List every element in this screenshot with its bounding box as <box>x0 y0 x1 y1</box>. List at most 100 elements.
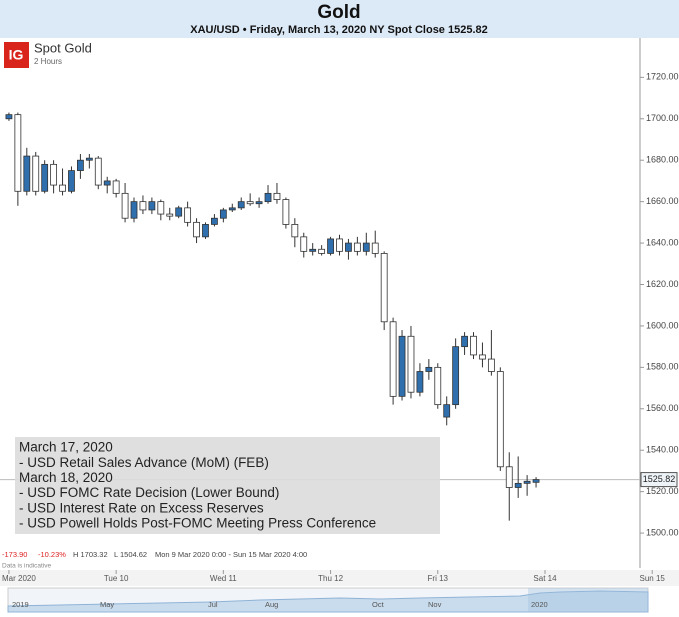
annotation-line: - USD FOMC Rate Decision (Lower Bound) <box>19 485 279 500</box>
candle-body <box>246 201 254 205</box>
navigator-label: Jul <box>208 600 218 609</box>
last-price-box <box>640 472 678 488</box>
candle-body <box>68 170 75 192</box>
y-tick-label: 1680.00 <box>646 155 679 165</box>
candle-body <box>32 155 40 192</box>
note: Data is indicative <box>2 563 52 570</box>
y-tick-label: 1520.00 <box>646 486 679 496</box>
candle-body <box>273 192 281 200</box>
candle-body <box>389 321 397 397</box>
candle-body <box>407 335 415 393</box>
candle-body <box>362 242 370 252</box>
candle-body <box>121 192 129 219</box>
y-tick-label: 1540.00 <box>646 445 679 455</box>
candle-body <box>193 221 200 238</box>
candle-body <box>14 114 22 192</box>
candle-body <box>353 242 361 252</box>
candle-body <box>479 354 486 360</box>
annotation-line: March 17, 2020 <box>19 440 113 455</box>
candle-body <box>228 207 236 211</box>
navigator-label: Oct <box>372 600 385 609</box>
x-tick-label: Fri 13 <box>428 574 449 583</box>
candle-body <box>380 253 388 323</box>
stat: Mon 9 Mar 2020 0:00 - Sun 15 Mar 2020 4:… <box>155 550 307 559</box>
candle-body <box>443 404 451 418</box>
candle-body <box>461 335 468 348</box>
x-tick-label: Sat 14 <box>533 574 557 583</box>
candle-body <box>103 180 111 186</box>
candle-body <box>211 217 218 225</box>
y-tick-label: 1660.00 <box>646 196 679 206</box>
candle-body <box>523 480 531 484</box>
logo-text: IG <box>9 47 24 63</box>
candle-body <box>318 248 326 254</box>
candle-body <box>94 157 102 186</box>
candle-body <box>291 224 299 238</box>
candle-body <box>434 366 442 406</box>
candle-body <box>425 366 433 372</box>
annotation-box <box>15 437 440 534</box>
candle-body <box>139 201 147 211</box>
y-tick-label: 1600.00 <box>646 320 679 330</box>
candle-body <box>219 209 227 219</box>
y-tick-label: 1720.00 <box>646 72 679 82</box>
navigator-label: May <box>100 600 114 609</box>
candle-body <box>514 482 522 488</box>
candle-body <box>202 224 209 238</box>
candle-body <box>157 201 165 215</box>
candle-body <box>166 213 174 217</box>
candle-body <box>59 184 66 192</box>
candle-body <box>255 201 263 205</box>
annotation-line: - USD Powell Holds Post-FOMC Meeting Pre… <box>19 516 376 531</box>
stat: L 1504.62 <box>114 550 147 559</box>
candle-body <box>371 242 379 254</box>
annotation-line: March 18, 2020 <box>19 470 113 485</box>
stat: -10.23% <box>38 550 66 559</box>
navigator-label: 2020 <box>531 600 548 609</box>
stat: -173.90 <box>2 550 27 559</box>
candle-body <box>112 180 120 194</box>
candle-body <box>496 371 504 468</box>
logo <box>4 42 29 68</box>
candle-body <box>470 335 477 356</box>
candle-body <box>175 207 183 217</box>
navigator-label: 2019 <box>12 600 29 609</box>
candle-body <box>282 199 290 225</box>
annotation-line: - USD Interest Rate on Excess Reserves <box>19 500 264 515</box>
y-tick-label: 1560.00 <box>646 403 679 413</box>
x-tick-label: Sun 15 <box>640 574 666 583</box>
candle-body <box>5 114 13 120</box>
x-tick-label: Thu 12 <box>318 574 343 583</box>
y-tick-label: 1500.00 <box>646 527 679 537</box>
candle-body <box>41 163 49 192</box>
page-title: Gold <box>317 2 360 23</box>
header-band <box>0 0 679 38</box>
y-tick-label: 1620.00 <box>646 279 679 289</box>
candle-body <box>327 238 334 254</box>
candle-body <box>505 466 513 488</box>
y-tick-label: 1580.00 <box>646 362 679 372</box>
stat: H 1703.32 <box>73 550 108 559</box>
candle-body <box>237 201 245 209</box>
candle-body <box>50 163 58 186</box>
chart-title: Spot Gold <box>34 40 92 55</box>
candle-body <box>23 155 31 192</box>
candle-body <box>336 238 343 252</box>
candle-body <box>398 335 406 397</box>
x-tick-label: Wed 11 <box>210 574 237 583</box>
candle-body <box>309 248 317 252</box>
candle-body <box>184 207 192 223</box>
candle-body <box>85 157 93 161</box>
candle-body <box>345 242 352 252</box>
candle-body <box>264 192 272 203</box>
navigator-label: Nov <box>428 600 442 609</box>
candle-body <box>487 358 495 372</box>
chart-subtitle: 2 Hours <box>34 57 62 66</box>
candle-body <box>452 346 460 406</box>
candle-body <box>300 236 308 252</box>
time-axis-band <box>0 570 679 586</box>
x-tick-label: Mar 2020 <box>2 574 36 583</box>
candle-body <box>77 159 84 171</box>
navigator-window <box>528 588 648 612</box>
